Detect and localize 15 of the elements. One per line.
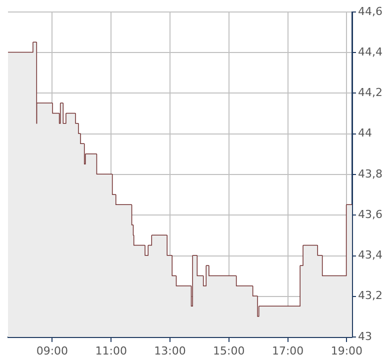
y-tick-label: 43,6	[358, 208, 382, 221]
x-tick-label: 19:00	[330, 344, 363, 358]
y-tick-label: 44,6	[358, 4, 382, 18]
x-tick-label: 09:00	[36, 344, 68, 358]
x-tick-label: 17:00	[272, 344, 304, 358]
y-tick-label: 44,2	[358, 86, 382, 100]
y-tick-label: 44	[358, 126, 372, 140]
y-tick-label: 43,8	[358, 167, 382, 180]
y-tick-label: 44,4	[358, 45, 382, 58]
y-tick-label: 43,2	[358, 289, 382, 302]
y-tick-label: 43,4	[358, 248, 382, 262]
x-tick-label: 15:00	[213, 344, 245, 358]
x-tick-label: 13:00	[154, 344, 186, 358]
y-tick-label: 43	[358, 330, 372, 343]
x-tick-label: 11:00	[95, 344, 127, 358]
